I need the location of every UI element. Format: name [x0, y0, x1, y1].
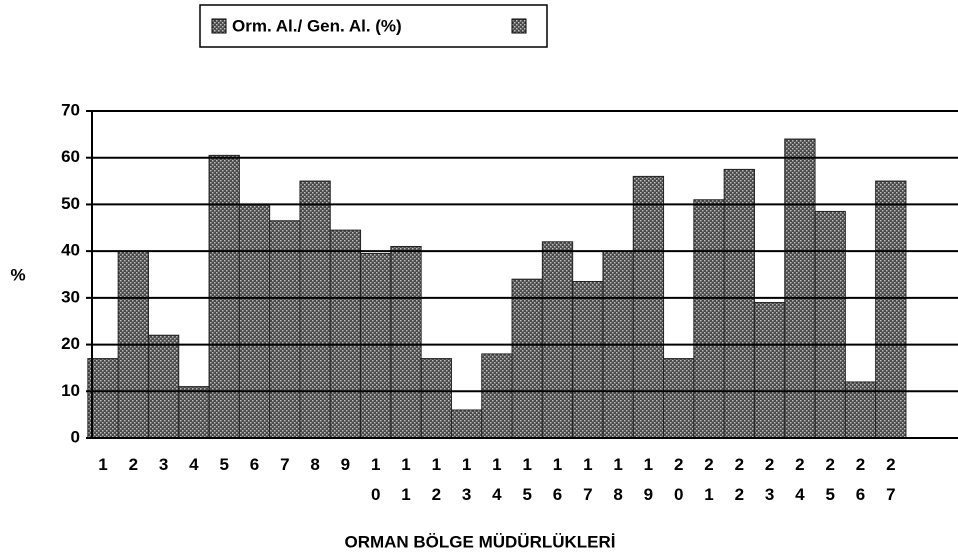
bar: [693, 199, 725, 439]
bar: [450, 409, 483, 439]
y-tick-label: 70: [61, 100, 80, 119]
bar: [390, 245, 422, 439]
x-tick-label: 3: [159, 455, 168, 474]
x-tick-label: 9: [341, 455, 350, 474]
bar: [875, 180, 907, 439]
x-axis-label: ORMAN BÖLGE MÜDÜRLÜKLERİ: [344, 532, 615, 551]
bar: [360, 252, 392, 439]
x-tick-label: 5: [219, 455, 228, 474]
legend-box: [199, 4, 548, 48]
y-axis-label: %: [10, 265, 25, 284]
bar: [632, 175, 665, 439]
bar: [147, 334, 180, 439]
bar: [511, 278, 543, 439]
bar: [329, 229, 362, 439]
x-tick-label: 6: [250, 455, 259, 474]
x-tick-label: 2: [129, 455, 138, 474]
bar: [663, 358, 695, 439]
legend-label: Orm. Al./ Gen. Al. (%): [232, 16, 402, 35]
y-tick-label: 0: [71, 427, 80, 446]
bar: [784, 138, 816, 439]
bar: [178, 386, 210, 439]
bar: [238, 203, 271, 439]
x-tick-label: 1: [98, 455, 107, 474]
y-tick-label: 50: [61, 194, 80, 213]
bar: [572, 281, 604, 439]
bar: [269, 220, 301, 439]
x-tick-label: 7: [280, 455, 289, 474]
x-tick-label: 4: [189, 455, 199, 474]
legend-swatch: [511, 18, 527, 34]
bar: [420, 358, 452, 439]
y-tick-label: 30: [61, 287, 80, 306]
y-tick-label: 60: [61, 147, 80, 166]
bar: [753, 302, 786, 439]
bar: [541, 241, 574, 439]
bar: [481, 353, 513, 439]
bar: [814, 210, 846, 439]
y-tick-label: 20: [61, 334, 80, 353]
bar: [208, 154, 240, 439]
y-tick-label: 10: [61, 381, 80, 400]
x-tick-label: 8: [310, 455, 319, 474]
legend-swatch: [211, 18, 227, 34]
bar: [299, 180, 331, 439]
bar: [723, 168, 755, 439]
y-tick-label: 40: [61, 241, 80, 260]
